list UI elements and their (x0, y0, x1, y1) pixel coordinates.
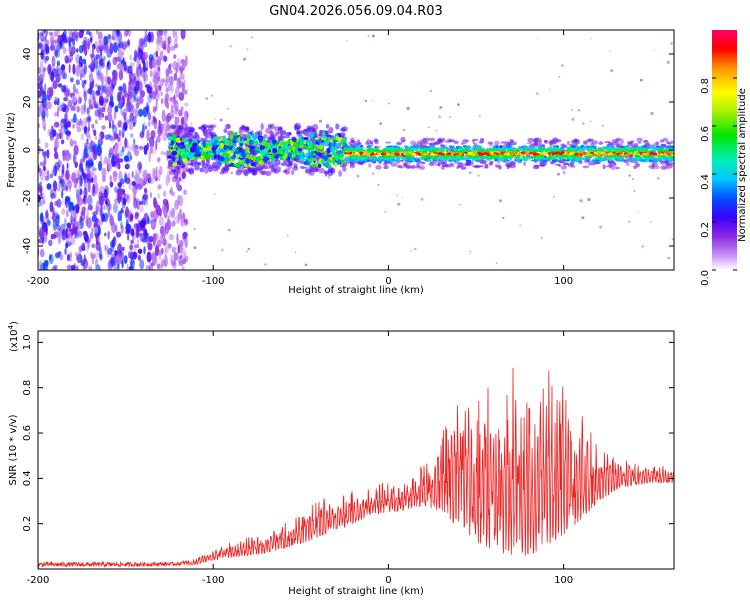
spectrogram-y-tick-label: -40 (22, 238, 33, 254)
snr-y-scale-suffix: ) (9, 321, 20, 325)
spectrogram-x-tick-label: 0 (385, 276, 391, 287)
snr-y-label: SNR (10 * v/v) (8, 414, 19, 485)
colorbar-axis: 0.0 0.2 0.4 0.6 0.8 (700, 77, 737, 286)
figure-title: GN04.2026.056.09.04.R03 (269, 4, 443, 19)
snr-y-tick-label: 0.8 (22, 380, 33, 396)
spectrogram-y-tick-label: 40 (22, 48, 33, 61)
snr-y-scale-exponent: 4 (7, 324, 15, 329)
colorbar-tick-label: 0.0 (700, 270, 711, 286)
snr-series-line (38, 367, 674, 568)
snr-y-tick-label: 0.2 (22, 516, 33, 532)
snr-x-tick-label: 0 (385, 575, 391, 586)
snr-y-scale-prefix: (x10 (9, 329, 20, 352)
snr-y-axis: 0.2 0.4 0.6 0.8 1.0 (22, 334, 674, 532)
colorbar-tick-label: 0.4 (700, 174, 711, 190)
snr-x-tick-label: 100 (554, 575, 573, 586)
snr-panel: -200 -100 0 100 0.2 0.4 0.6 0.8 1.0 Height of s… (7, 321, 675, 597)
spectrogram-x-tick-label: -200 (27, 276, 50, 287)
snr-x-label: Height of straight line (km) (288, 586, 424, 597)
spectrogram-x-tick-label: -100 (202, 276, 225, 287)
snr-y-tick-label: 1.0 (22, 334, 33, 350)
colorbar-tick-label: 0.6 (700, 126, 711, 142)
spectrogram-y-axis: -40 -20 0 20 40 (22, 48, 674, 254)
spectrogram-y-tick-label: 0 (22, 147, 33, 153)
spectrogram-x-tick-label: 100 (554, 276, 573, 287)
spectrogram-heatmap (38, 30, 674, 270)
spectrogram-y-tick-label: 20 (22, 96, 33, 109)
snr-y-scale-label: (x104) (7, 321, 20, 352)
snr-x-axis: -200 -100 0 100 (27, 331, 573, 586)
colorbar-tick-label: 0.8 (700, 78, 711, 94)
spectrogram-y-tick-label: -20 (22, 190, 33, 206)
snr-x-tick-label: -200 (27, 575, 50, 586)
spectrogram-region-coherent-band (342, 136, 674, 171)
snr-frame (37, 330, 675, 570)
spectrogram-x-axis: -200 -100 0 100 (27, 30, 573, 287)
colorbar-gradient (712, 30, 737, 270)
snr-x-tick-label: -100 (202, 575, 225, 586)
spectrogram-x-label: Height of straight line (km) (288, 285, 424, 296)
spectrogram-region-scattered-band (166, 122, 348, 177)
snr-y-tick-label: 0.4 (22, 470, 33, 486)
spectrogram-y-label: Frequency (Hz) (6, 112, 17, 188)
colorbar: 0.0 0.2 0.4 0.6 0.8 Normalized spectral ampl… (700, 30, 748, 286)
colorbar-tick-label: 0.2 (700, 222, 711, 238)
colorbar-label: Normalized spectral amplitude (737, 88, 748, 242)
snr-y-tick-label: 0.6 (22, 425, 33, 441)
